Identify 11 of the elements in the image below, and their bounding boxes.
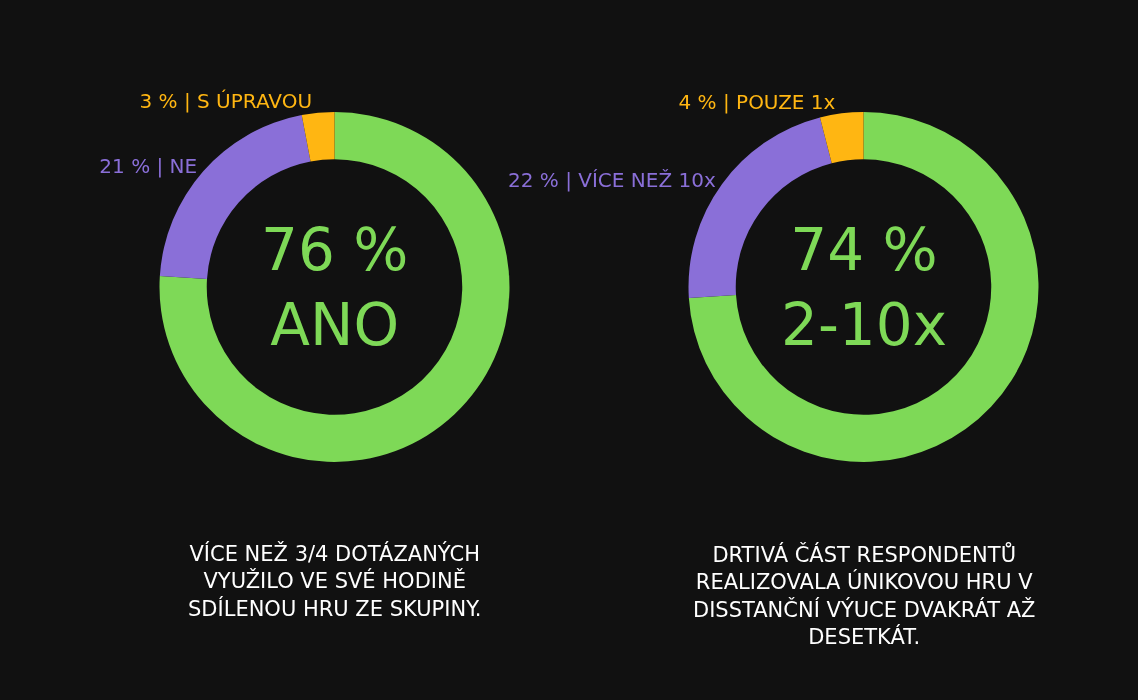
text: DRTIVÁ ČÁST RESPONDENTŮ REALIZOVALA ÚNIKOVOU HRU V DISSTANČNÍ VÝUCE DVAKRÁT AŽ DESETKÁT. [693, 541, 1036, 649]
donut-slice [301, 112, 335, 162]
text: VÍCE NEŽ 3/4 DOTÁZANÝCH VYUŽILO VE SVÉ HODINĚ SDÍLENOU HRU ZE SKUPINY. [188, 541, 482, 621]
slice-label: 74 % 2-10x [781, 216, 947, 360]
slice-label: 22 % | VÍCE NEŽ 10x [508, 167, 716, 192]
slice-label: 3 % | S ÚPRAVOU [139, 88, 313, 113]
donut-slice [819, 112, 864, 164]
slice-label: 4 % | POUZE 1x [678, 89, 836, 114]
donut-slice [159, 112, 510, 462]
slice-label: 21 % | NE [99, 154, 198, 179]
slice-label: 76 % ANO [261, 216, 409, 360]
